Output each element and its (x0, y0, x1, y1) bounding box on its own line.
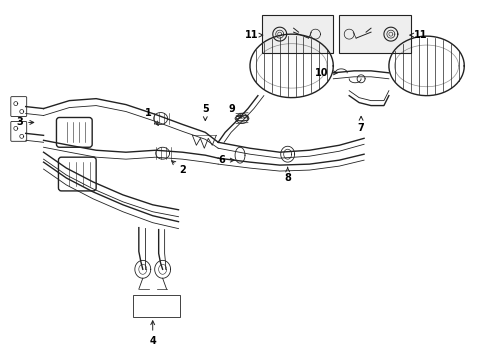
Text: 7: 7 (357, 116, 364, 134)
Text: 2: 2 (171, 161, 185, 175)
Bar (133, 295, 180, 317)
Text: 6: 6 (218, 155, 234, 165)
Text: 11: 11 (409, 30, 427, 40)
Text: 11: 11 (244, 30, 262, 40)
Text: 10: 10 (314, 68, 337, 78)
Text: 1: 1 (145, 108, 158, 125)
Text: 9: 9 (228, 104, 241, 118)
Text: 3: 3 (16, 117, 34, 127)
Text: 4: 4 (149, 321, 156, 346)
Text: 5: 5 (202, 104, 208, 121)
Text: 8: 8 (284, 167, 290, 183)
Bar (339, 15, 410, 53)
Bar (262, 15, 333, 53)
